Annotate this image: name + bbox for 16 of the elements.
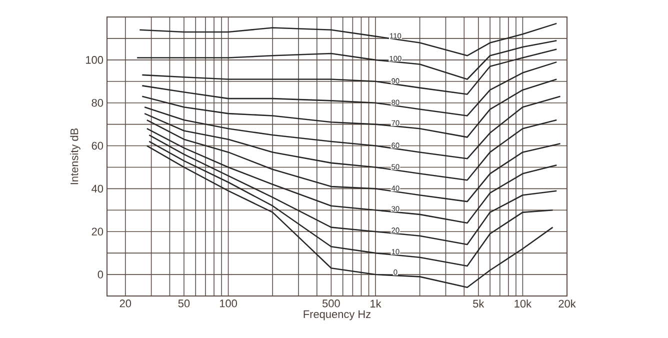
x-tick-label: 5k <box>473 300 484 308</box>
x-tick-label: 50 <box>178 300 190 308</box>
x-axis-title: Frequency Hz <box>304 310 371 320</box>
x-tick-label: 20k <box>558 300 576 308</box>
x-tick-label: 10k <box>514 300 532 308</box>
x-tick-label: 100 <box>220 300 237 308</box>
y-tick-label: 40 <box>92 184 104 193</box>
x-tick-label: 1k <box>370 300 382 308</box>
y-tick-label: 100 <box>86 56 104 64</box>
y-tick-label: 20 <box>92 228 104 236</box>
y-tick-label: 0 <box>98 270 104 278</box>
y-tick-label: 60 <box>92 142 104 150</box>
y-axis-title: Intensity dB <box>70 128 80 184</box>
x-tick-label: 20 <box>120 300 132 308</box>
y-tick-label: 80 <box>92 98 104 107</box>
x-tick-label: 500 <box>322 300 340 308</box>
